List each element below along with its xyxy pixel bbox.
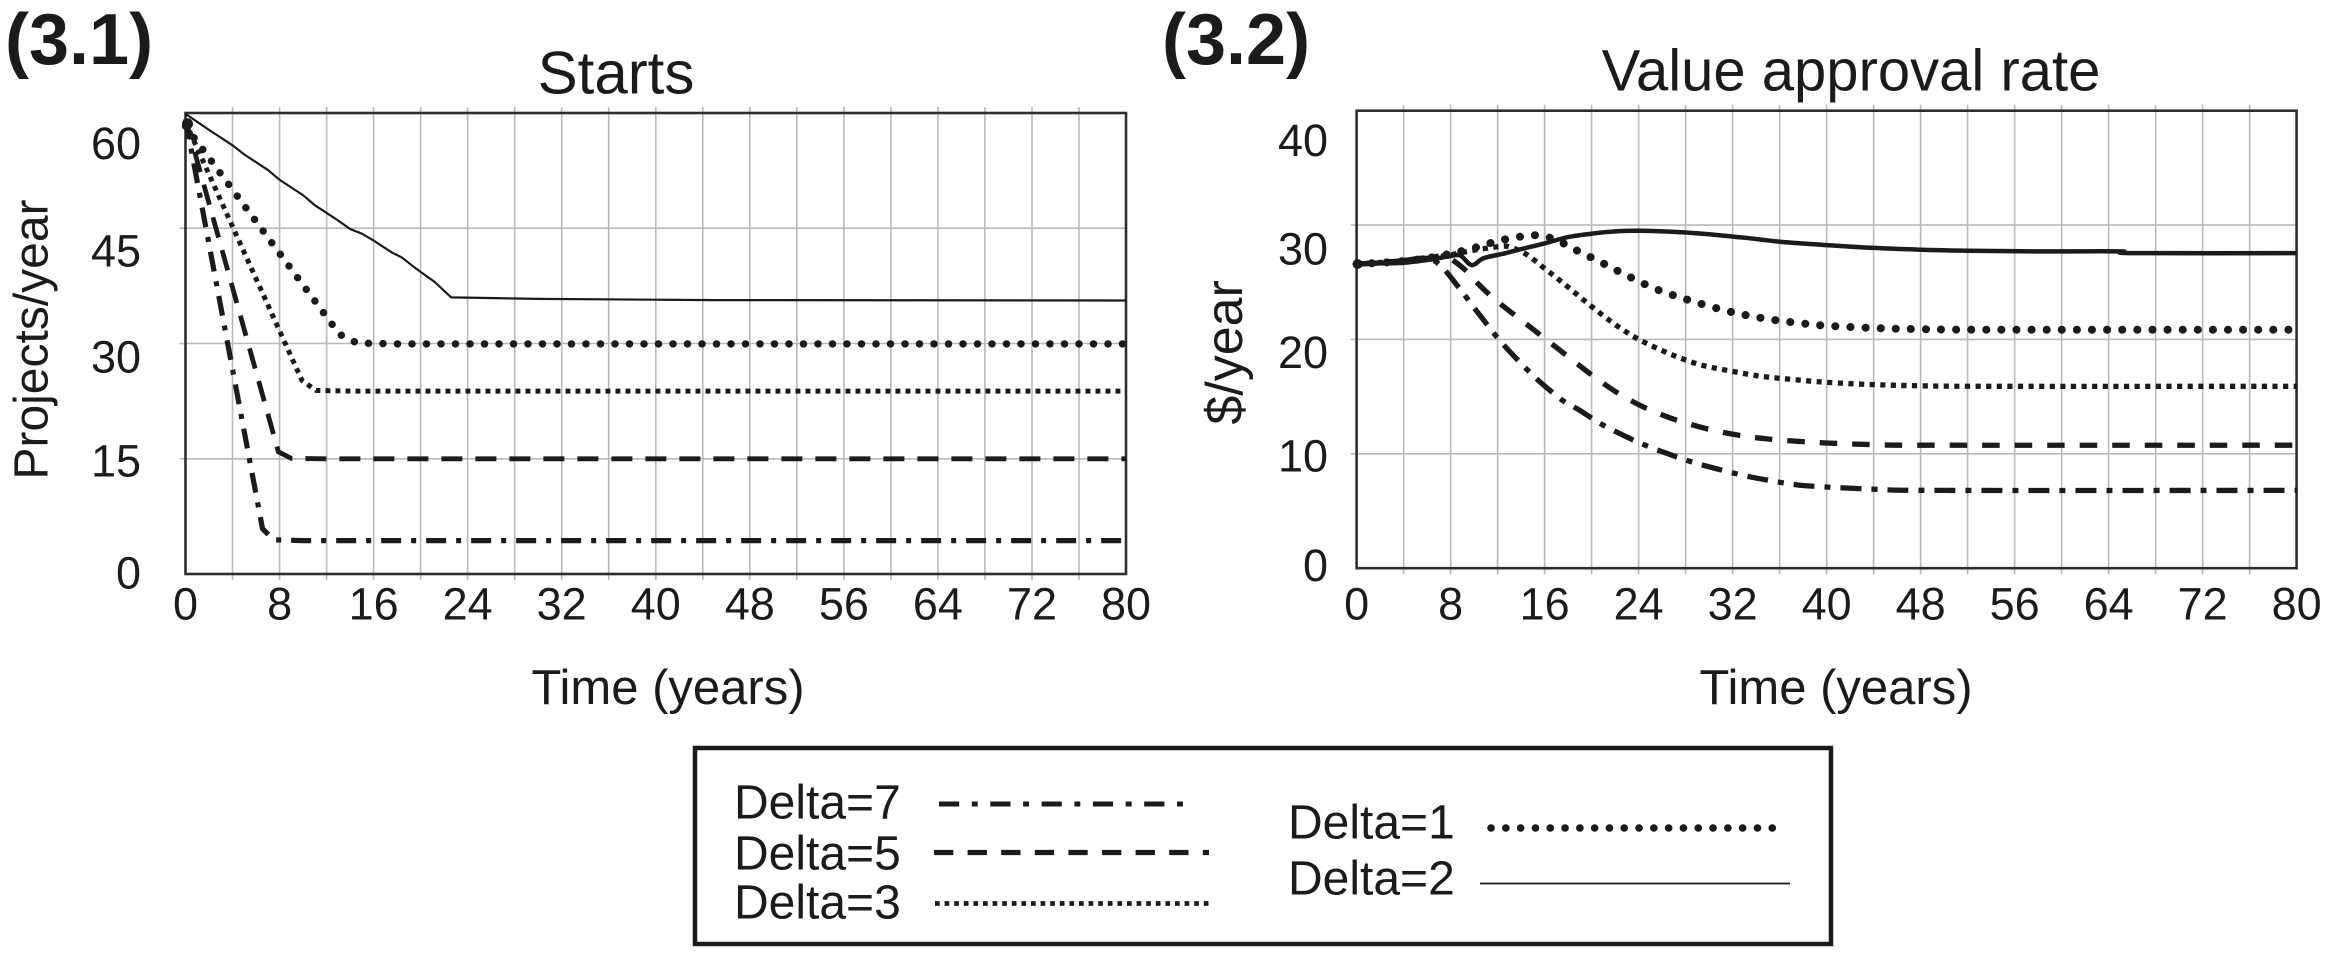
- svg-text:64: 64: [2084, 579, 2134, 630]
- svg-text:Projects/year: Projects/year: [6, 199, 59, 479]
- svg-text:Delta=5: Delta=5: [734, 828, 901, 881]
- svg-text:30: 30: [1278, 224, 1328, 275]
- svg-text:24: 24: [443, 579, 493, 630]
- svg-text:Time (years): Time (years): [1699, 661, 1972, 715]
- svg-text:$/year: $/year: [1196, 280, 1254, 425]
- svg-text:30: 30: [91, 332, 141, 383]
- svg-text:16: 16: [349, 579, 399, 630]
- svg-text:64: 64: [913, 579, 963, 630]
- svg-text:16: 16: [1520, 579, 1570, 630]
- svg-text:80: 80: [2272, 579, 2322, 630]
- svg-text:Time (years): Time (years): [531, 661, 804, 715]
- svg-text:Value approval rate: Value approval rate: [1602, 39, 2101, 104]
- svg-text:40: 40: [631, 579, 681, 630]
- svg-text:56: 56: [1990, 579, 2040, 630]
- svg-text:Delta=7: Delta=7: [734, 777, 901, 830]
- svg-text:56: 56: [819, 579, 869, 630]
- svg-text:72: 72: [1007, 579, 1057, 630]
- svg-text:40: 40: [1278, 115, 1328, 166]
- svg-text:8: 8: [1438, 579, 1463, 630]
- svg-text:32: 32: [537, 579, 587, 630]
- svg-text:20: 20: [1278, 327, 1328, 378]
- svg-text:48: 48: [725, 579, 775, 630]
- svg-text:0: 0: [1344, 579, 1369, 630]
- svg-text:45: 45: [91, 226, 141, 277]
- svg-text:48: 48: [1896, 579, 1946, 630]
- svg-text:60: 60: [91, 118, 141, 169]
- svg-text:0: 0: [173, 579, 198, 630]
- svg-text:0: 0: [116, 548, 141, 599]
- svg-text:40: 40: [1802, 579, 1852, 630]
- svg-text:Starts: Starts: [538, 40, 695, 107]
- svg-text:Delta=3: Delta=3: [734, 877, 901, 930]
- svg-text:(3.2): (3.2): [1162, 0, 1310, 80]
- svg-text:80: 80: [1101, 579, 1151, 630]
- svg-text:8: 8: [267, 579, 292, 630]
- svg-text:15: 15: [91, 436, 141, 487]
- svg-text:32: 32: [1708, 579, 1758, 630]
- svg-text:72: 72: [2178, 579, 2228, 630]
- svg-text:24: 24: [1614, 579, 1664, 630]
- svg-text:10: 10: [1278, 431, 1328, 482]
- svg-text:Delta=1: Delta=1: [1288, 797, 1455, 850]
- svg-text:(3.1): (3.1): [5, 0, 153, 80]
- svg-text:0: 0: [1303, 540, 1328, 591]
- svg-text:Delta=2: Delta=2: [1288, 853, 1455, 906]
